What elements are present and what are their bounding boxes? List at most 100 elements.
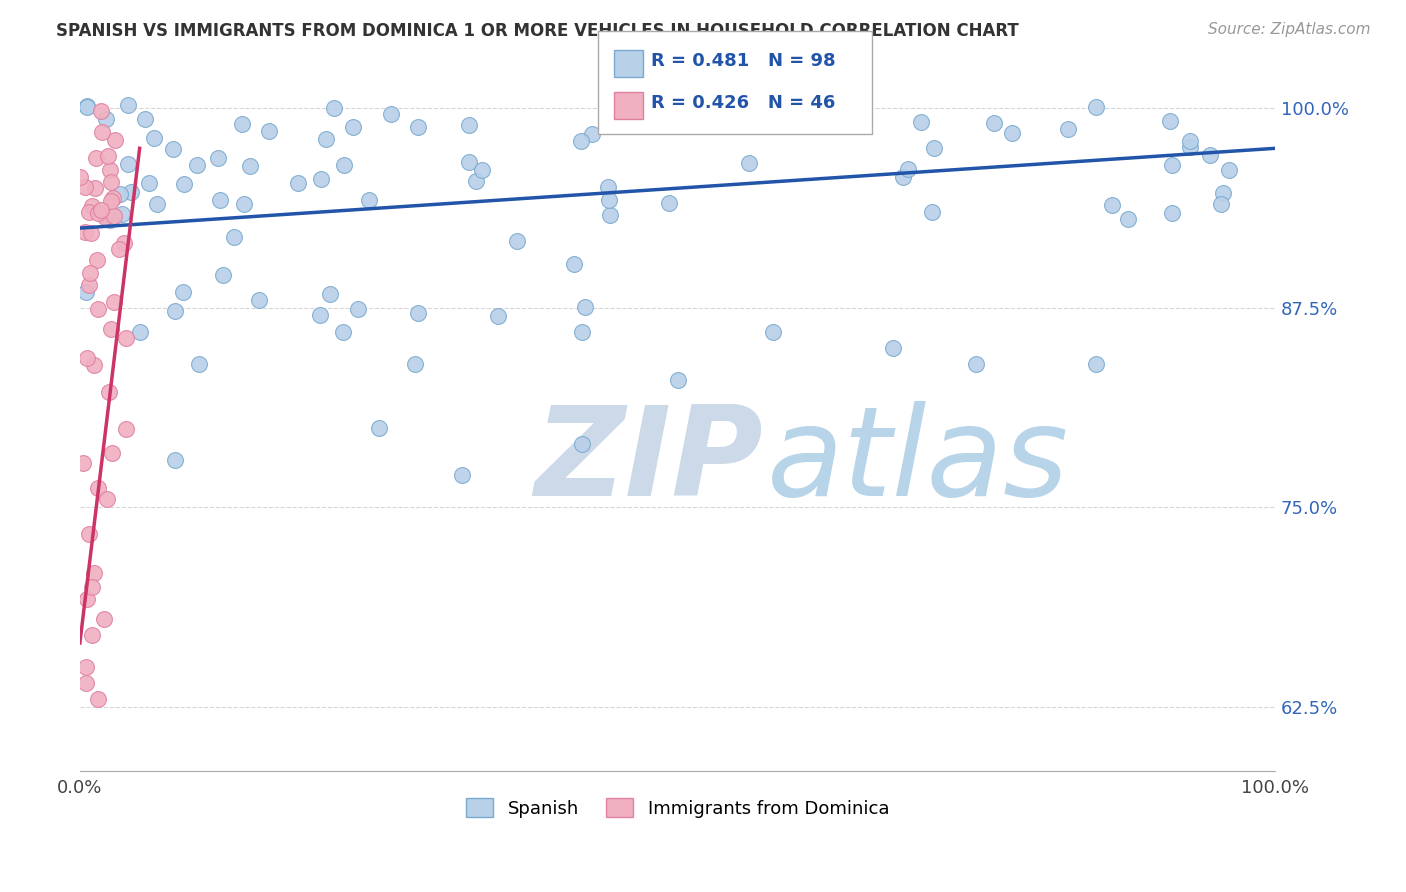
Point (76, 99, 98, 113)
Text: R = 0.481   N = 98: R = 0.481 N = 98 (651, 52, 835, 70)
Point (86, 252, 108, 267)
Point (571, 325, 593, 339)
Point (117, 97, 139, 112)
Point (367, 420, 389, 434)
Point (96, 491, 118, 506)
Point (172, 285, 194, 299)
Point (1212, 186, 1234, 200)
Point (1218, 162, 1240, 177)
Point (222, 230, 245, 244)
Point (75, 660, 97, 674)
Point (98, 163, 121, 178)
Point (406, 305, 429, 319)
Point (451, 468, 474, 483)
Point (97, 384, 120, 399)
Point (717, 118, 740, 132)
Point (87, 206, 110, 220)
Text: atlas: atlas (768, 401, 1070, 522)
Point (762, 325, 785, 339)
Point (73, 180, 96, 194)
Point (581, 128, 603, 142)
Point (103, 210, 125, 224)
Point (101, 446, 124, 460)
Point (346, 302, 368, 317)
Point (207, 151, 229, 165)
Point (73, 225, 96, 239)
Point (100, 322, 122, 336)
Point (247, 293, 270, 307)
Point (1159, 114, 1181, 128)
Point (100, 175, 122, 189)
Point (80, 199, 103, 213)
Point (114, 422, 136, 436)
Point (108, 187, 131, 202)
Point (406, 120, 429, 134)
Point (165, 303, 187, 318)
Point (188, 357, 211, 371)
Point (104, 133, 127, 147)
Point (100, 194, 122, 208)
Point (87, 691, 110, 706)
Point (1057, 122, 1080, 136)
Point (506, 234, 529, 248)
Point (257, 124, 280, 138)
Point (76, 351, 98, 365)
Point (83, 566, 105, 580)
Point (94, 211, 117, 225)
Point (77, 204, 100, 219)
Point (231, 117, 253, 131)
Point (86, 151, 108, 165)
Point (103, 294, 125, 309)
Point (311, 172, 333, 186)
Point (562, 257, 585, 271)
Point (90, 125, 112, 139)
Point (571, 436, 593, 450)
Text: Source: ZipAtlas.com: Source: ZipAtlas.com (1208, 22, 1371, 37)
Text: SPANISH VS IMMIGRANTS FROM DOMINICA 1 OR MORE VEHICLES IN HOUSEHOLD CORRELATION : SPANISH VS IMMIGRANTS FROM DOMINICA 1 OR… (56, 22, 1019, 40)
Point (308, 308, 330, 322)
Point (737, 156, 759, 170)
Point (897, 161, 920, 176)
Point (458, 118, 481, 132)
Point (86, 301, 108, 316)
Point (359, 194, 381, 208)
Point (1178, 140, 1201, 154)
Point (630, 108, 652, 122)
Point (90, 203, 112, 218)
Point (574, 300, 596, 314)
Point (111, 207, 134, 221)
Point (322, 101, 344, 115)
Point (138, 176, 160, 190)
Point (1001, 126, 1024, 140)
Point (380, 107, 402, 121)
Point (658, 195, 681, 210)
Point (342, 120, 364, 135)
Point (486, 309, 509, 323)
Point (1085, 100, 1108, 114)
Point (211, 268, 233, 283)
Point (404, 357, 426, 371)
Point (333, 158, 356, 172)
Point (1198, 148, 1220, 162)
Point (1101, 198, 1123, 212)
Point (77, 278, 100, 293)
Point (910, 115, 932, 129)
Legend: Spanish, Immigrants from Dominica: Spanish, Immigrants from Dominica (458, 791, 896, 825)
Point (86, 481, 108, 495)
Point (76, 100, 98, 114)
Point (120, 185, 142, 199)
Text: ZIP: ZIP (534, 401, 763, 522)
Point (75, 676, 97, 690)
Point (83, 358, 105, 372)
Point (80, 580, 103, 594)
Point (332, 325, 354, 339)
Point (80, 628, 103, 642)
Point (924, 141, 946, 155)
Point (115, 331, 138, 345)
Point (666, 373, 689, 387)
Point (233, 196, 256, 211)
Point (112, 236, 135, 251)
Point (84, 180, 107, 194)
Point (143, 131, 166, 145)
Point (319, 287, 342, 301)
